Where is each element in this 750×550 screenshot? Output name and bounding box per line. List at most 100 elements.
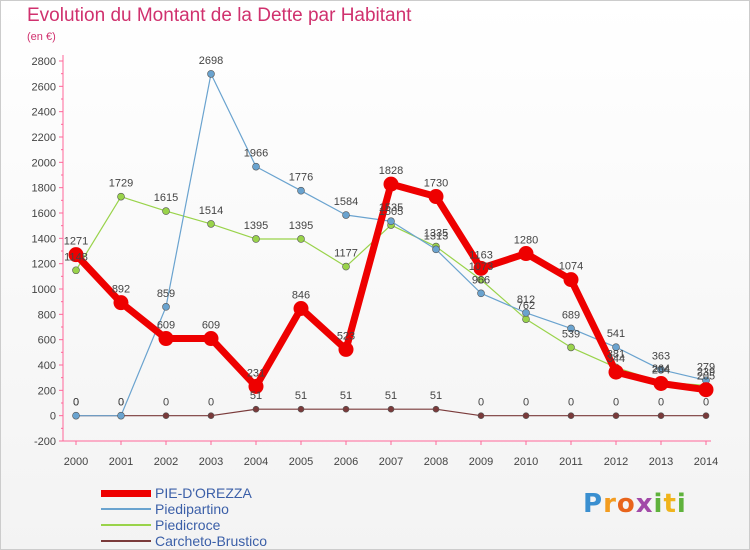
y-tick-label: 1800: [32, 183, 56, 195]
data-label-carcheto-brustico: 0: [163, 397, 169, 409]
brand-letter: i: [676, 489, 687, 519]
legend-item: PIE-D'OREZZA: [101, 485, 341, 501]
brand-letter: P: [583, 489, 604, 519]
data-label-piedipartino: 1966: [244, 148, 268, 160]
data-point-piedipartino: [162, 303, 170, 311]
data-label-carcheto-brustico: 0: [73, 397, 79, 409]
data-point-piedicroce: [477, 275, 485, 284]
data-label-piedicroce: 1335: [424, 228, 448, 240]
y-tick-label: 1400: [32, 233, 56, 245]
data-label-piedipartino: 1584: [334, 196, 358, 208]
x-tick-label: 2009: [469, 456, 493, 468]
data-point-pie-d-orezza: [608, 364, 624, 380]
data-label-pie-d-orezza: 1074: [559, 261, 583, 273]
data-label-piedipartino: 2698: [199, 55, 223, 67]
data-point-piedipartino: [72, 411, 80, 420]
data-label-pie-d-orezza: 1828: [379, 165, 403, 177]
data-point-piedipartino: [522, 309, 530, 317]
data-label-piedipartino: 0: [73, 397, 79, 409]
brand-letter: x: [635, 489, 654, 519]
data-point-pie-d-orezza: [473, 260, 489, 276]
y-tick-label: 2000: [32, 157, 56, 169]
data-label-pie-d-orezza: 1163: [469, 249, 493, 261]
data-label-piedicroce: 1514: [199, 205, 223, 217]
brand-letter: o: [616, 489, 636, 519]
data-label-piedipartino: 1313: [424, 230, 448, 242]
legend-label: Carcheto-Brustico: [155, 533, 268, 549]
legend-swatch: [101, 508, 151, 510]
data-label-piedicroce: 1073: [469, 261, 493, 273]
brand-letter: r: [603, 489, 617, 519]
y-tick-label: 2400: [32, 107, 56, 119]
data-point-carcheto-brustico: [432, 405, 440, 413]
data-point-carcheto-brustico: [522, 412, 530, 419]
x-tick-label: 2003: [199, 456, 223, 468]
legend-item: Piedicroce: [101, 517, 341, 533]
data-point-piedicroce: [342, 262, 350, 271]
data-label-piedipartino: 966: [472, 274, 490, 286]
data-point-piedipartino: [342, 211, 350, 219]
data-point-piedicroce: [252, 235, 260, 243]
y-tick-label: 800: [38, 309, 56, 321]
data-label-piedicroce: 1615: [154, 192, 178, 204]
data-label-piedicroce: 1729: [109, 178, 133, 190]
x-tick-label: 2002: [154, 456, 178, 468]
data-point-carcheto-brustico: [657, 412, 665, 419]
legend-item: Piedipartino: [101, 501, 341, 517]
data-label-carcheto-brustico: 0: [523, 397, 529, 409]
data-label-pie-d-orezza: 231: [247, 367, 265, 379]
data-label-piedicroce: 239: [697, 366, 715, 378]
x-tick-label: 2011: [559, 456, 583, 468]
data-label-piedipartino: 541: [607, 328, 625, 340]
data-point-pie-d-orezza: [383, 176, 399, 192]
x-tick-label: 2001: [109, 456, 133, 468]
data-label-carcheto-brustico: 0: [478, 397, 484, 409]
data-label-carcheto-brustico: 0: [118, 397, 124, 409]
data-point-carcheto-brustico: [252, 405, 260, 413]
data-point-carcheto-brustico: [297, 405, 305, 413]
legend-label: Piedipartino: [155, 501, 229, 517]
data-point-pie-d-orezza: [338, 341, 354, 357]
legend-label: PIE-D'OREZZA: [155, 485, 252, 501]
data-label-pie-d-orezza: 892: [112, 284, 130, 296]
data-point-piedicroce: [567, 343, 575, 352]
chart-title: Evolution du Montant de la Dette par Hab…: [27, 5, 412, 26]
data-label-piedicroce: 539: [562, 328, 580, 340]
x-tick-label: 2010: [514, 456, 538, 468]
data-point-pie-d-orezza: [158, 331, 174, 347]
data-point-piedicroce: [117, 192, 125, 201]
data-point-carcheto-brustico: [612, 412, 620, 419]
data-point-piedicroce: [297, 235, 305, 243]
y-tick-label: 400: [38, 360, 56, 372]
data-point-piedicroce: [72, 266, 80, 275]
x-tick-label: 2012: [604, 456, 628, 468]
data-label-piedicroce: 1148: [64, 251, 88, 263]
legend-swatch: [101, 540, 151, 542]
y-tick-label: 2200: [32, 132, 56, 144]
data-label-carcheto-brustico: 0: [208, 397, 214, 409]
data-point-piedipartino: [117, 411, 125, 420]
y-tick-label: 0: [50, 411, 56, 423]
data-label-pie-d-orezza: 846: [292, 290, 310, 302]
y-tick-label: 600: [38, 335, 56, 347]
brand-letter: t: [663, 489, 677, 519]
data-point-carcheto-brustico: [477, 412, 485, 419]
data-point-carcheto-brustico: [162, 412, 170, 419]
chart-legend: PIE-D'OREZZA Piedipartino Piedicroce Carche…: [101, 485, 341, 549]
data-label-piedicroce: 264: [652, 363, 670, 375]
data-point-piedipartino: [297, 186, 305, 195]
data-point-pie-d-orezza: [698, 382, 714, 398]
data-label-piedipartino: 279: [697, 361, 715, 373]
data-label-pie-d-orezza: 1730: [424, 178, 448, 190]
legend-swatch: [101, 524, 151, 526]
data-point-pie-d-orezza: [428, 189, 444, 205]
x-tick-label: 2014: [694, 456, 718, 468]
data-label-pie-d-orezza: 254: [652, 364, 670, 376]
legend-swatch: [101, 489, 151, 497]
data-point-piedipartino: [657, 365, 665, 374]
data-label-piedicroce: 762: [517, 300, 535, 312]
data-label-carcheto-brustico: 51: [340, 390, 352, 402]
chart-unit-label: (en €): [27, 31, 56, 43]
data-label-piedipartino: 812: [517, 294, 535, 306]
